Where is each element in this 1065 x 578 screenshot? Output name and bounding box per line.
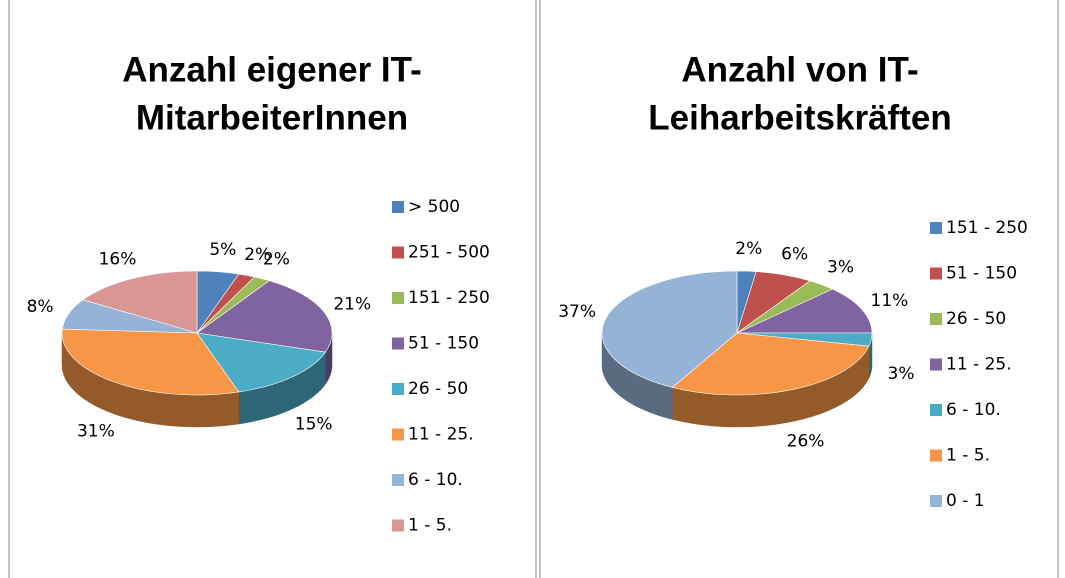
chart-title: Leiharbeitskräften — [648, 98, 951, 137]
data-label: 5% — [209, 240, 236, 260]
pie-slice — [671, 332, 870, 396]
data-label: 8% — [27, 297, 54, 317]
pie-slice — [736, 288, 873, 334]
data-label: 3% — [827, 258, 854, 278]
legend-label: 1 - 5. — [408, 516, 452, 536]
data-label: 2% — [263, 249, 290, 269]
legend-label: 0 - 1 — [946, 491, 985, 511]
legend-swatch — [392, 292, 404, 304]
legend-swatch — [930, 222, 942, 234]
data-label: 6% — [781, 244, 808, 264]
data-label: 37% — [558, 302, 596, 322]
legend-label: 26 - 50 — [946, 309, 1006, 329]
legend-label: 251 - 500 — [408, 243, 490, 263]
data-label: 26% — [787, 431, 825, 451]
legend-label: > 500 — [408, 197, 460, 217]
legend-label: 51 - 150 — [946, 264, 1017, 284]
data-label: 2% — [244, 245, 271, 265]
legend-swatch — [392, 201, 404, 213]
pie-slice — [196, 332, 326, 393]
legend-swatch — [930, 358, 942, 371]
legend-swatch — [930, 495, 942, 507]
legend-swatch — [930, 449, 942, 462]
legend-swatch — [392, 474, 404, 486]
legend-swatch — [392, 519, 404, 532]
legend-swatch — [392, 337, 404, 350]
legend-label: 6 - 10. — [946, 400, 1001, 420]
legend-swatch — [392, 428, 404, 441]
chart-title: Anzahl eigener IT- — [122, 50, 422, 89]
chart-title: Anzahl von IT- — [681, 50, 918, 89]
pie-slice — [601, 270, 738, 388]
chart-title: MitarbeiterInnen — [136, 98, 408, 137]
legend-swatch — [930, 313, 942, 325]
legend-label: 51 - 150 — [408, 334, 479, 354]
legend-swatch — [392, 246, 404, 259]
data-label: 3% — [888, 364, 915, 384]
pie-slice — [61, 328, 240, 396]
legend-label: 1 - 5. — [946, 446, 990, 466]
legend-swatch — [930, 267, 942, 280]
legend-swatch — [392, 383, 404, 395]
legend-swatch — [930, 404, 942, 416]
data-label: 2% — [735, 239, 762, 259]
pie-slice — [82, 270, 198, 334]
legend-label: 11 - 25. — [946, 355, 1012, 375]
legend-label: 151 - 250 — [408, 288, 490, 308]
legend-label: 26 - 50 — [408, 379, 468, 399]
legend-label: 6 - 10. — [408, 470, 463, 490]
data-label: 16% — [99, 249, 137, 269]
data-label: 21% — [333, 295, 371, 315]
data-label: 11% — [871, 291, 909, 311]
legend-label: 151 - 250 — [946, 218, 1028, 238]
data-label: 15% — [295, 414, 333, 434]
legend-label: 11 - 25. — [408, 425, 474, 445]
pie-slice — [196, 280, 333, 353]
data-label: 31% — [77, 421, 115, 441]
